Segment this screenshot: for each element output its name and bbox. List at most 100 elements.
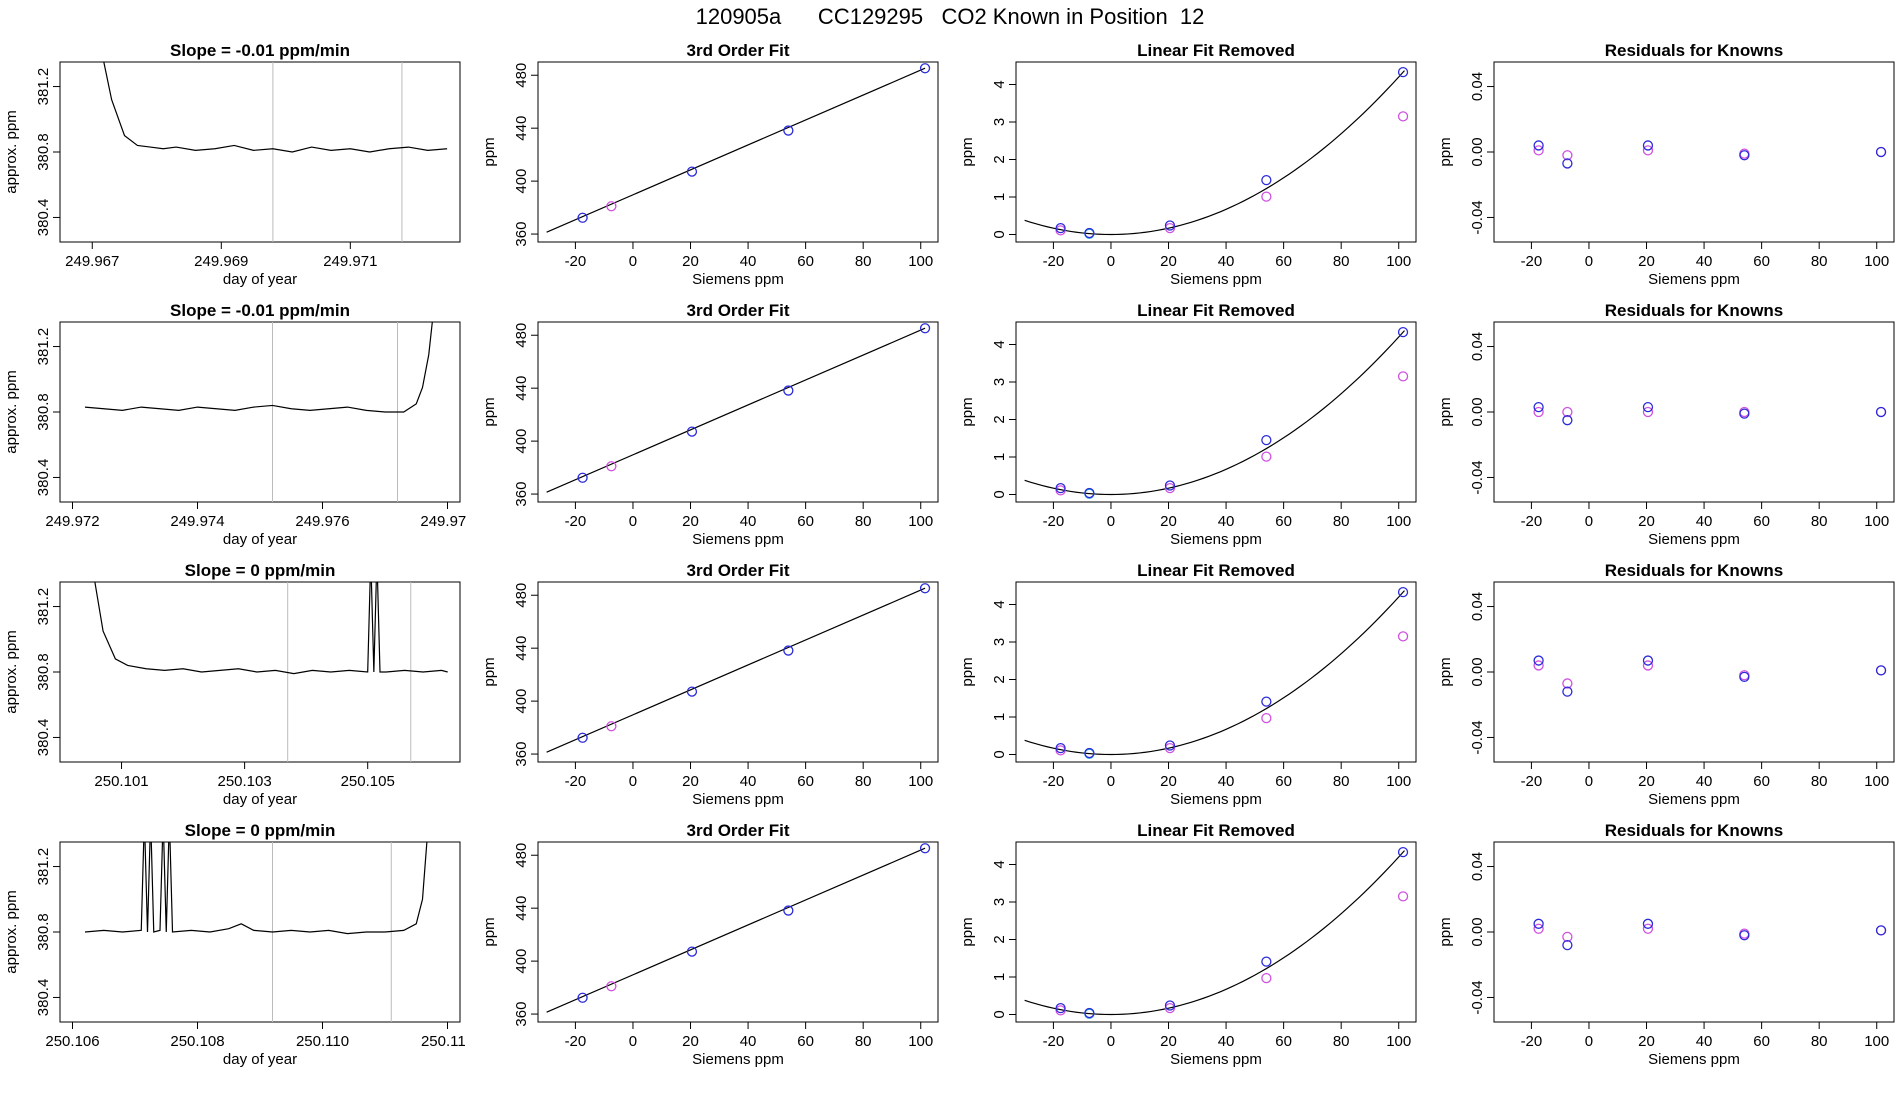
- x-tick-label: 0: [629, 253, 637, 270]
- x-tick-label: 249.967: [65, 253, 119, 270]
- x-tick-label: -20: [1521, 773, 1543, 790]
- y-tick-label: 381.2: [35, 588, 52, 626]
- y-tick-label: 1: [991, 193, 1008, 201]
- x-tick-label: 60: [797, 513, 814, 530]
- chart-title: Slope = 0 ppm/min: [185, 561, 336, 580]
- chart-panel: Linear Fit Removed -20 0 20 40 60 80 100 0 1 2 3 4 Si…: [959, 301, 1417, 548]
- x-tick-label: 100: [1386, 253, 1411, 270]
- x-tick-label: 40: [1218, 1033, 1235, 1050]
- point-blue: [686, 166, 698, 177]
- plot-frame: [1493, 61, 1895, 243]
- x-tick-label: 40: [740, 253, 757, 270]
- chart-title: Residuals for Knowns: [1605, 41, 1784, 60]
- point-blue: [1875, 925, 1887, 936]
- y-tick-label: 4: [991, 340, 1008, 348]
- x-tick-label: -20: [565, 1033, 587, 1050]
- chart-title: Slope = 0 ppm/min: [185, 821, 336, 840]
- chart-panel: Residuals for Knowns -20 0 20 40 60 80 100 -0.04…: [1437, 821, 1895, 1068]
- point-blue: [1533, 140, 1544, 151]
- point-blue: [919, 583, 931, 594]
- point-magenta: [606, 721, 617, 732]
- y-tick-label: 3: [991, 898, 1008, 906]
- point-blue: [1739, 671, 1750, 683]
- chart-title: Linear Fit Removed: [1137, 561, 1295, 580]
- y-tick-label: 0: [991, 1010, 1008, 1018]
- chart-panel: Slope = -0.01 ppm/min 249.972 249.974 249.9…: [3, 301, 466, 548]
- x-tick-label: 20: [682, 253, 699, 270]
- point-magenta: [1533, 923, 1544, 934]
- point-blue: [577, 732, 588, 743]
- y-axis-label: ppm: [959, 657, 976, 686]
- point-magenta: [1642, 923, 1654, 934]
- point-blue: [1533, 655, 1544, 666]
- y-tick-label: 1: [991, 713, 1008, 721]
- chart-panel: Slope = 0 ppm/min 250.106 250.108 250.110 25…: [3, 821, 466, 1068]
- y-tick-label: 381.2: [35, 68, 52, 106]
- chart-panel: 3rd Order Fit -20 0 20 40 60 80 100 360 400 440 480…: [481, 561, 939, 808]
- y-tick-label: -0.04: [1469, 200, 1486, 234]
- x-tick-label: 250.101: [94, 773, 148, 790]
- plot-frame: [537, 61, 939, 243]
- y-tick-label: 381.2: [35, 328, 52, 366]
- x-tick-label: 60: [1275, 513, 1292, 530]
- y-tick-label: 480: [513, 583, 530, 608]
- x-tick-label: 100: [1864, 513, 1889, 530]
- x-axis-label: Siemens ppm: [1170, 531, 1262, 548]
- point-magenta: [1164, 482, 1176, 494]
- point-blue: [1562, 686, 1573, 697]
- plot-frame: [1493, 581, 1895, 763]
- point-blue: [1084, 1007, 1095, 1019]
- plot-frame: [537, 841, 939, 1023]
- x-tick-label: 20: [682, 773, 699, 790]
- point-blue: [1533, 918, 1544, 929]
- point-magenta: [1164, 742, 1176, 754]
- x-tick-label: 0: [1585, 773, 1593, 790]
- y-axis-label: approx. ppm: [3, 110, 20, 193]
- point-blue: [1562, 939, 1573, 951]
- y-tick-label: -0.04: [1469, 720, 1486, 754]
- chart-title: 3rd Order Fit: [687, 41, 790, 60]
- x-tick-label: 250.105: [341, 773, 395, 790]
- x-tick-label: 60: [1753, 253, 1770, 270]
- plot-frame: [59, 61, 461, 243]
- x-tick-label: -20: [1043, 513, 1065, 530]
- x-tick-label: 0: [1107, 513, 1115, 530]
- x-axis-label: Siemens ppm: [1648, 791, 1740, 808]
- point-blue: [686, 686, 698, 697]
- y-tick-label: 0.00: [1469, 137, 1486, 166]
- point-blue: [1739, 408, 1750, 419]
- point-blue: [1642, 655, 1654, 666]
- plot-frame: [1015, 841, 1417, 1023]
- point-blue: [783, 905, 794, 916]
- x-tick-label: 0: [1107, 253, 1115, 270]
- chart-title: Residuals for Knowns: [1605, 821, 1784, 840]
- y-tick-label: 480: [513, 843, 530, 868]
- x-tick-label: 80: [1811, 773, 1828, 790]
- point-magenta: [1397, 111, 1409, 122]
- point-magenta: [1164, 222, 1176, 234]
- x-tick-label: 80: [1811, 513, 1828, 530]
- series-line: [84, 842, 428, 935]
- x-tick-label: 100: [908, 773, 933, 790]
- x-tick-label: 40: [740, 513, 757, 530]
- point-blue: [919, 843, 931, 854]
- x-tick-label: -20: [1043, 1033, 1065, 1050]
- x-tick-label: 80: [855, 513, 872, 530]
- y-tick-label: 2: [991, 415, 1008, 423]
- plot-frame: [537, 581, 939, 763]
- x-tick-label: 250.103: [217, 773, 271, 790]
- x-axis-label: day of year: [223, 271, 297, 288]
- x-axis-label: Siemens ppm: [692, 1051, 784, 1068]
- x-tick-label: -20: [1521, 1033, 1543, 1050]
- y-axis-label: ppm: [959, 137, 976, 166]
- x-tick-label: 100: [908, 253, 933, 270]
- x-tick-label: 20: [1160, 513, 1177, 530]
- plot-frame: [1015, 61, 1417, 243]
- chart-title: 3rd Order Fit: [687, 561, 790, 580]
- plot-frame: [1493, 841, 1895, 1023]
- y-tick-label: 0.04: [1469, 332, 1486, 361]
- x-tick-label: 80: [1333, 1033, 1350, 1050]
- point-magenta: [606, 461, 617, 472]
- chart-title: Linear Fit Removed: [1137, 41, 1295, 60]
- x-tick-label: 20: [1160, 1033, 1177, 1050]
